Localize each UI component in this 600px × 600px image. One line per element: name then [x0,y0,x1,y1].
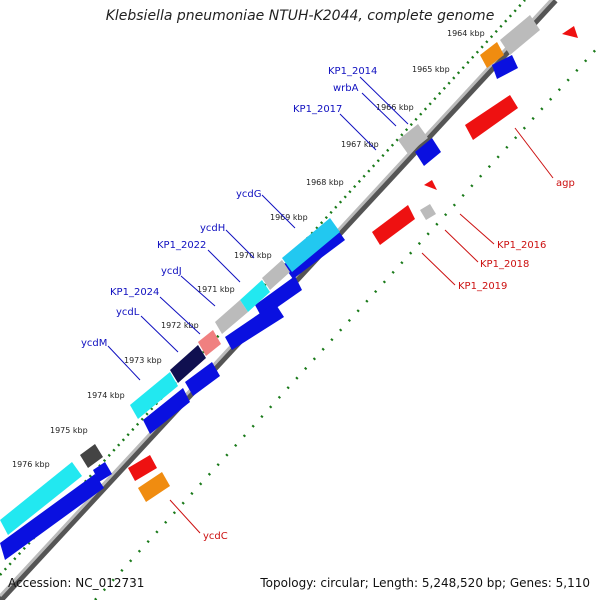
scale-label: 1968 kbp [306,178,344,187]
map-title: Klebsiella pneumoniae NTUH-K2044, comple… [105,8,495,24]
scale-label: 1975 kbp [50,426,88,435]
label-wrbA: wrbA [333,83,359,94]
scale-label: 1969 kbp [270,213,308,222]
label-KP1_2019: KP1_2019 [458,281,507,292]
gene-block-gray [398,124,428,154]
scale-label: 1971 kbp [197,285,235,294]
scale-dotted-line-lower [94,44,600,600]
label-agp: agp [556,178,575,189]
red-gene-labels: agp KP1_2016 KP1_2018 KP1_2019 ycdC [169,127,575,542]
label-KP1_2016: KP1_2016 [497,240,546,251]
gene-block-cyan [130,372,178,419]
label-KP1_2017: KP1_2017 [293,104,342,115]
label-ycdM: ycdM [81,338,107,349]
gene-arrow [492,55,518,79]
scale-label: 1976 kbp [12,460,50,469]
scale-label: 1967 kbp [341,140,379,149]
gene-arrow [255,276,302,318]
gene-arrow [0,474,104,560]
gene-arrow [185,362,220,396]
gene-block-navy [170,345,206,383]
gene-arrow [93,462,112,482]
scale-label: 1970 kbp [234,251,272,260]
reverse-gene-track [128,26,578,502]
label-ycdG: ycdG [236,189,262,200]
scale-label: 1974 kbp [87,391,125,400]
gene-block-cyan [282,218,340,272]
gene-agp [465,95,518,140]
gene-KP1_2018 [420,204,436,220]
gene-KP1_2016 [424,180,437,190]
label-ycdC: ycdC [203,531,228,542]
label-KP1_2024: KP1_2024 [110,287,159,298]
gene-red-tip [562,26,578,38]
gene-block-orange [480,42,504,68]
label-ycdJ: ycdJ [161,266,182,277]
gene-block-cyan [240,280,270,312]
scale-label: 1973 kbp [124,356,162,365]
gene-block-gray [500,15,540,55]
gene-ycdC [138,472,170,502]
scale-label: 1972 kbp [161,321,199,330]
gene-block-cyan [0,462,82,535]
gene-arrow [143,388,190,434]
blue-gene-labels: KP1_2014 wrbA KP1_2017 ycdG ycdH KP1_202… [81,66,409,381]
accession-label: Accession: NC_012731 [8,576,145,590]
gene-block-pink [198,330,221,356]
label-ycdH: ycdH [200,223,225,234]
gene-KP1_2019 [372,205,415,245]
gene-block-gray [262,260,290,290]
forward-gene-track [0,55,518,560]
scale-label: 1964 kbp [447,29,485,38]
gene-block-gray [215,300,248,334]
topology-label: Topology: circular; Length: 5,248,520 bp… [260,576,590,590]
gene-block-track [0,15,540,535]
scale-label: 1965 kbp [412,65,450,74]
gene-red-small [128,455,157,481]
label-KP1_2022: KP1_2022 [157,240,206,251]
gene-arrow [225,303,284,350]
gene-arrow [415,138,441,166]
label-ycdL: ycdL [116,307,140,318]
label-KP1_2014: KP1_2014 [328,66,377,77]
scale-labels: 1964 kbp 1965 kbp 1966 kbp 1967 kbp 1968… [12,29,485,469]
gene-block-darkgray [80,444,103,468]
scale-label: 1966 kbp [376,103,414,112]
label-KP1_2018: KP1_2018 [480,259,529,270]
